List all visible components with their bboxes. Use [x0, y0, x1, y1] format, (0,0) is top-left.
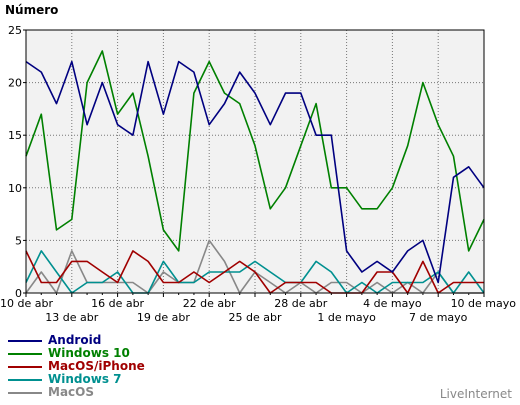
- x-tick-label: 10 de mayo: [451, 297, 517, 310]
- legend-swatch: [8, 366, 42, 368]
- y-tick-label: 15: [8, 129, 22, 142]
- y-tick-label: 10: [8, 182, 22, 195]
- legend-label: Android: [48, 333, 102, 347]
- y-tick-label: 25: [8, 24, 22, 37]
- legend-swatch: [8, 340, 42, 342]
- branding-label: LiveInternet: [439, 387, 512, 401]
- x-tick-label: 4 de mayo: [363, 297, 422, 310]
- legend-swatch: [8, 353, 42, 355]
- y-axis-ticks: 0 5 10 15 20 25: [8, 24, 26, 300]
- series-lines: [25, 50, 485, 294]
- plot-border: [25, 29, 485, 294]
- x-tick-label: 16 de abr: [91, 297, 144, 310]
- x-tick-label: 28 de abr: [274, 297, 327, 310]
- x-tick-label: 10 de abr: [0, 297, 53, 310]
- x-tick-label: 19 de abr: [137, 311, 190, 324]
- legend-label: MacOS/iPhone: [48, 359, 145, 373]
- legend-swatch: [8, 392, 42, 394]
- series-line-windows-7: [25, 250, 485, 294]
- x-tick-label: 22 de abr: [183, 297, 236, 310]
- x-tick-label: 25 de abr: [229, 311, 282, 324]
- y-tick-label: 5: [15, 234, 22, 247]
- series-line-windows-10: [25, 50, 485, 252]
- x-tick-label: 1 de mayo: [317, 311, 376, 324]
- legend-swatch: [8, 379, 42, 381]
- series-line-android: [25, 60, 485, 284]
- x-tick-label: 13 de abr: [45, 311, 98, 324]
- y-tick-label: 20: [8, 77, 22, 90]
- x-tick-label: 7 de mayo: [409, 311, 468, 324]
- legend-label: MacOS: [48, 385, 94, 399]
- legend-label: Windows 10: [48, 346, 130, 360]
- grid: [26, 30, 484, 293]
- y-tick-label: 0: [15, 287, 22, 300]
- y-axis-label: Número: [5, 3, 59, 17]
- legend-label: Windows 7: [48, 372, 122, 386]
